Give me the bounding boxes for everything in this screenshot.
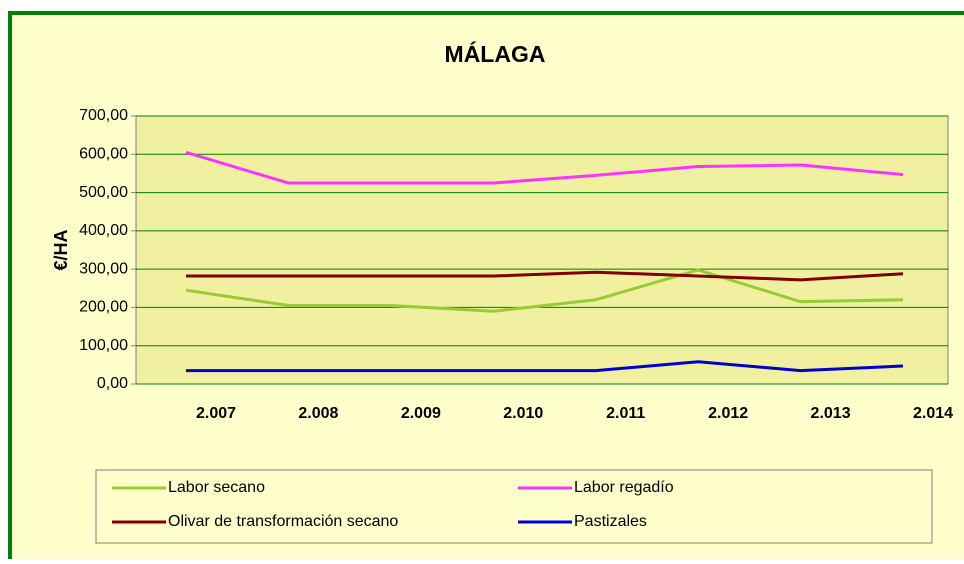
legend-label: Pastizales (574, 513, 647, 530)
series-line (185, 150, 904, 185)
series-line (186, 360, 904, 373)
x-tick-label: 2.011 (606, 405, 645, 422)
x-tick-label: 2.012 (708, 405, 748, 422)
y-tick-label: 700,00 (79, 107, 128, 124)
x-tick-label: 2.013 (811, 405, 851, 422)
y-tick-label: 0,00 (97, 375, 128, 392)
y-tick-label: 600,00 (79, 146, 128, 163)
x-tick-label: 2.009 (401, 405, 441, 422)
y-tick-label: 100,00 (79, 337, 128, 354)
series-line (186, 270, 904, 282)
series-line (185, 268, 904, 313)
y-tick-label: 400,00 (79, 222, 128, 239)
legend-label: Labor secano (168, 479, 265, 496)
y-tick-label: 300,00 (79, 260, 128, 277)
plot-area (135, 115, 949, 385)
legend (95, 469, 933, 544)
y-tick-label: 200,00 (79, 299, 128, 316)
x-tick-label: 2.007 (196, 405, 236, 422)
x-tick-label: 2.008 (298, 405, 338, 422)
y-tick-label: 500,00 (79, 184, 128, 201)
y-axis-title: €/HA (51, 229, 71, 270)
legend-label: Olivar de transformación secano (168, 513, 398, 530)
legend-label: Labor regadío (574, 479, 674, 496)
x-tick-label: 2.014 (913, 405, 953, 422)
x-tick-label: 2.010 (503, 405, 543, 422)
chart-title: MÁLAGA (445, 40, 546, 67)
